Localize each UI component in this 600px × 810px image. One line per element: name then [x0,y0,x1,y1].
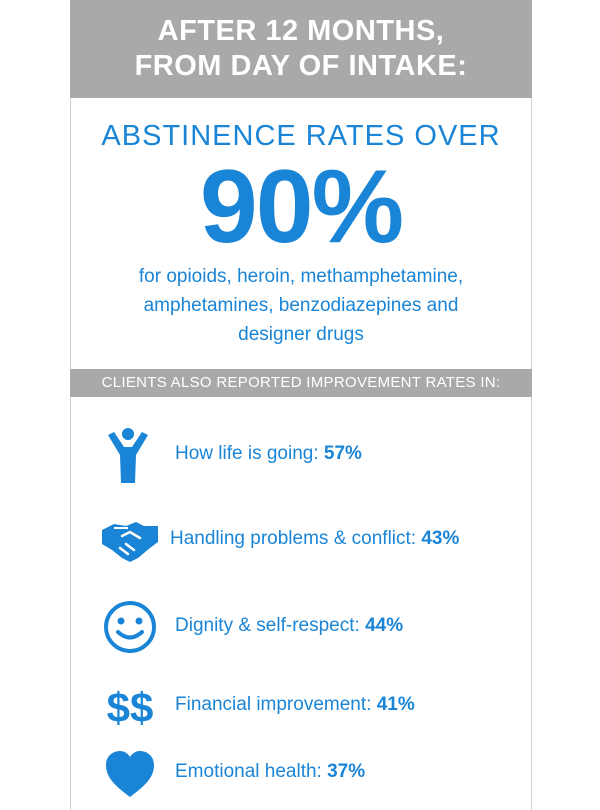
improvement-item-emotional: Emotional health: 37% [70,743,532,803]
improvement-value: 37% [327,761,366,782]
improvement-item-conflict: Handling problems & conflict: 43% [70,510,532,570]
heart-icon [106,751,154,797]
abstinence-detail-line-2: amphetamines, benzodiazepines and [143,295,459,316]
svg-text:$$: $$ [107,684,154,731]
improvement-value: 57% [323,443,362,464]
improvement-text: Handling problems & conflict: 43% [170,528,459,550]
improvement-text: Dignity & self-respect: 44% [175,615,403,637]
improvement-value: 44% [365,615,404,636]
dollar-signs-icon: $$ [107,684,154,731]
person-raised-arms-icon [108,428,148,483]
improvement-band: CLIENTS ALSO REPORTED IMPROVEMENT RATES … [70,369,532,397]
improvement-text: Emotional health: 37% [175,761,365,783]
header-banner: AFTER 12 MONTHS, FROM DAY OF INTAKE: [70,0,532,98]
abstinence-detail-line-3: designer drugs [238,324,364,345]
improvement-item-dignity: Dignity & self-respect: 44% [70,597,532,657]
improvement-text: How life is going: 57% [175,443,362,465]
abstinence-detail: for opioids, heroin, methamphetamine, am… [70,262,532,349]
improvement-label: Emotional health: [175,761,322,782]
improvement-label: How life is going: [175,443,319,464]
header-line-2: FROM DAY OF INTAKE: [134,50,468,82]
handshake-icon [102,522,158,562]
improvement-item-financial: $$ Financial improvement: 41% [70,676,532,736]
abstinence-rate: 90% [199,149,404,265]
improvement-value: 43% [421,528,460,549]
header-line-1: AFTER 12 MONTHS, [157,15,445,47]
abstinence-detail-line-1: for opioids, heroin, methamphetamine, [138,266,464,287]
improvement-label: Financial improvement: [175,694,372,715]
improvement-label: Dignity & self-respect: [175,615,360,636]
improvement-label: Handling problems & conflict: [170,528,417,549]
smiley-face-icon [104,601,156,653]
infographic-panel [70,0,532,810]
improvement-value: 41% [376,694,415,715]
improvement-item-life: How life is going: 57% [70,425,532,485]
abstinence-lead: ABSTINENCE RATES OVER [101,120,501,152]
improvement-text: Financial improvement: 41% [175,694,415,716]
